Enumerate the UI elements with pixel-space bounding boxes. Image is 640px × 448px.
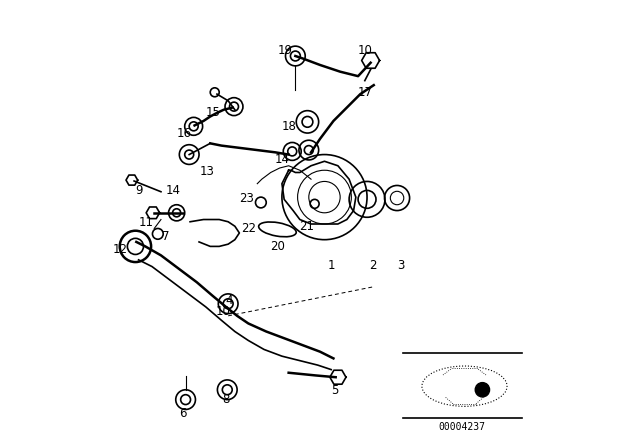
Text: 19: 19 (278, 43, 292, 57)
Text: 15: 15 (206, 106, 221, 120)
Text: 4: 4 (226, 293, 233, 307)
Text: 17: 17 (357, 86, 372, 99)
Text: 1: 1 (328, 258, 335, 272)
Text: 00004237: 00004237 (439, 422, 486, 432)
Text: 14: 14 (275, 152, 290, 166)
Text: 16: 16 (176, 126, 191, 140)
Text: 5: 5 (331, 384, 338, 397)
Text: 13: 13 (200, 164, 214, 178)
Text: 22: 22 (241, 222, 256, 235)
Text: 10: 10 (357, 43, 372, 57)
Text: 8: 8 (222, 393, 230, 406)
Text: 3: 3 (397, 258, 404, 272)
Text: 12: 12 (113, 243, 128, 256)
Text: 11: 11 (139, 216, 154, 229)
Text: 20: 20 (270, 240, 285, 253)
Text: 6: 6 (179, 406, 186, 420)
Text: 23: 23 (239, 191, 253, 205)
Text: 14: 14 (166, 184, 181, 197)
Text: 2: 2 (369, 258, 376, 272)
Text: 7: 7 (162, 229, 169, 243)
Circle shape (476, 383, 490, 397)
Text: 9: 9 (136, 184, 143, 197)
Text: 21: 21 (299, 220, 314, 233)
Text: 18: 18 (281, 120, 296, 133)
Text: 10: 10 (215, 305, 230, 318)
